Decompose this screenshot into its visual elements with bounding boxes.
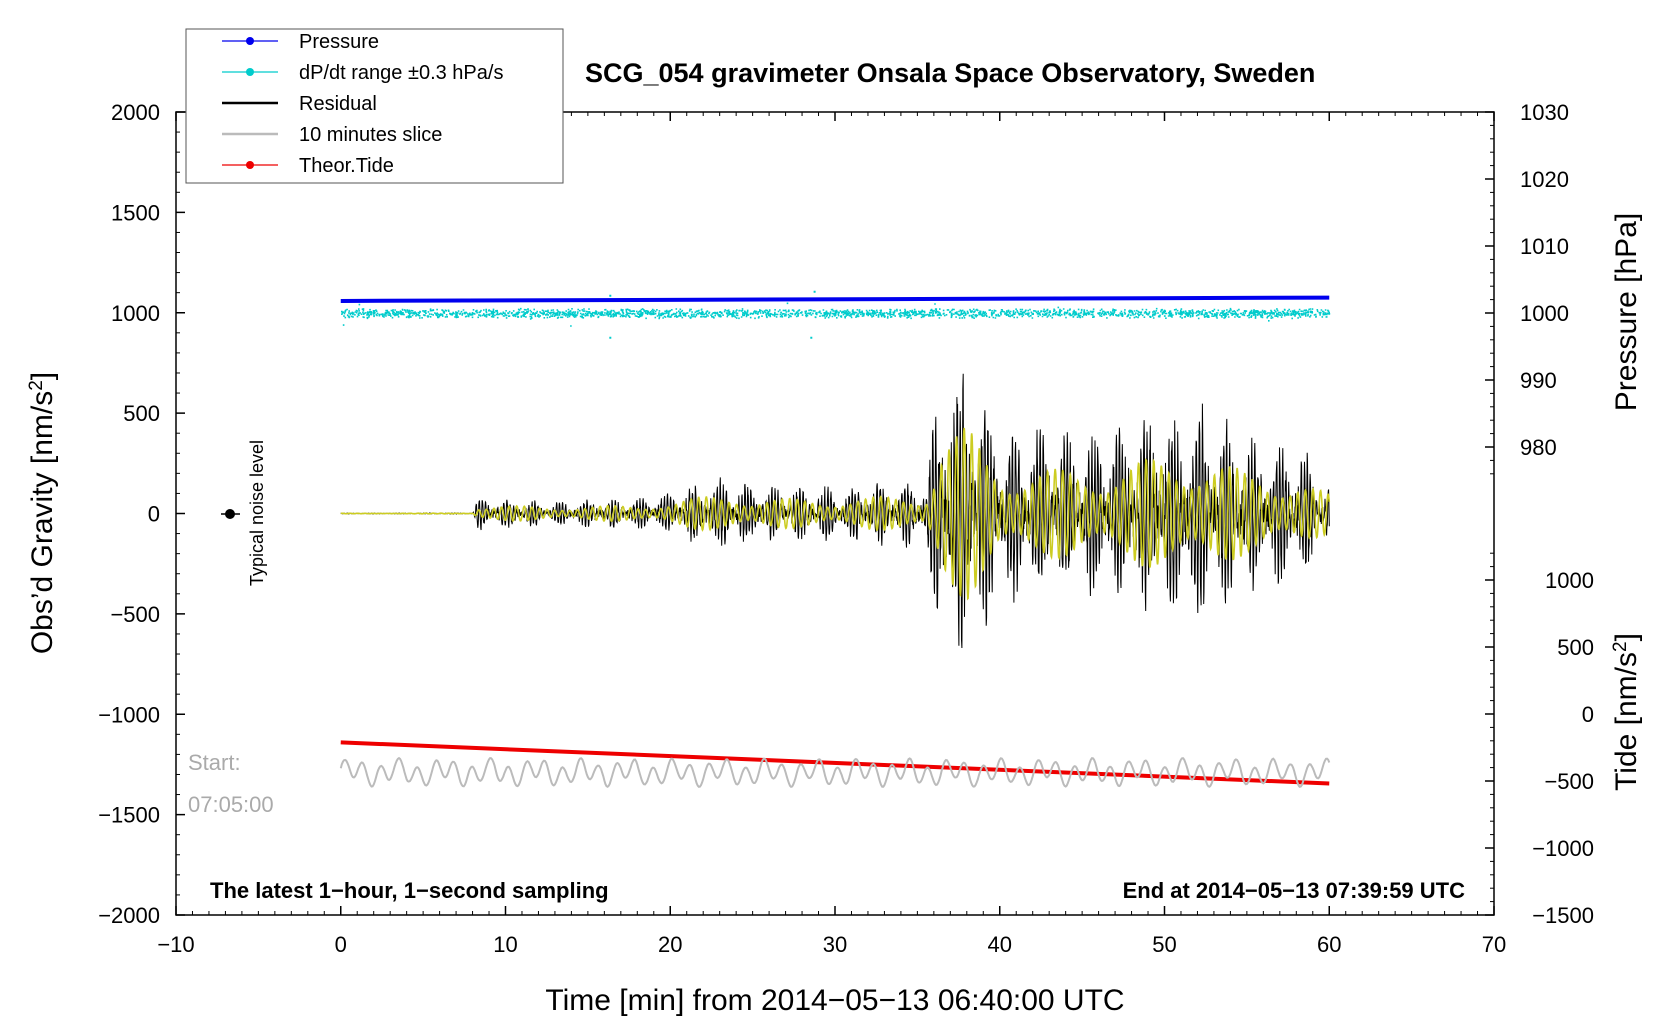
x-tick-label: 0 (335, 932, 347, 957)
residual-layer (340, 373, 1331, 649)
tide-tick-label: 500 (1557, 635, 1594, 660)
legend-label-residual: Residual (299, 93, 377, 115)
noise-level-dot (225, 509, 235, 519)
pressure-series-line (340, 295, 1330, 303)
dpdt-series-points (341, 290, 1331, 339)
x-tick-label: 10 (493, 932, 517, 957)
legend-marker-pressure (246, 37, 254, 45)
legend-label-dpdt: dP/dt range ±0.3 hPa/s (299, 62, 503, 84)
y-tick-label: −1500 (98, 803, 160, 828)
pressure-tick-label: 990 (1520, 368, 1557, 393)
tide-axis-title: Tide [nm/s2] (1610, 633, 1644, 791)
tide-tick-label: −500 (1544, 769, 1594, 794)
y-tick-label: 1500 (111, 200, 160, 225)
y-tick-label: 2000 (111, 100, 160, 125)
x-tick-label: 20 (658, 932, 682, 957)
pressure-tick-label: 1020 (1520, 167, 1569, 192)
legend-entry-residual: Residual (222, 93, 377, 115)
slice-series-line (339, 756, 1331, 789)
chart-title: SCG_054 gravimeter Onsala Space Observat… (585, 58, 1315, 88)
tide-tick-label: 1000 (1545, 568, 1594, 593)
legend-entry-dpdt: dP/dt range ±0.3 hPa/s (222, 62, 503, 84)
tide-axis-ticks: −1500 −1000 −500 0 500 1000 (1485, 552, 1594, 928)
pressure-axis-ticks: 980 990 1000 1010 1020 1030 (1485, 100, 1569, 475)
x-tick-label: 50 (1152, 932, 1176, 957)
y-tick-label: 0 (148, 502, 160, 527)
legend-label-slice: 10 minutes slice (299, 124, 442, 146)
pressure-layer (340, 295, 1330, 303)
y-axis-title: Obs’d Gravity [nm/s2] (26, 372, 60, 654)
x-axis-ticks: −10 0 10 20 30 40 50 60 70 (157, 112, 1506, 957)
pressure-tick-label: 980 (1520, 435, 1557, 460)
y-tick-label: −1000 (98, 702, 160, 727)
start-time: 07:05:00 (188, 792, 274, 817)
pressure-axis-title: Pressure [hPa] (1610, 213, 1643, 411)
end-note: End at 2014−05−13 07:39:59 UTC (1123, 878, 1466, 903)
legend-box (185, 28, 564, 184)
pressure-tick-label: 1010 (1520, 234, 1569, 259)
tide-tick-label: 0 (1582, 702, 1594, 727)
y-tick-label: −500 (110, 602, 160, 627)
y-tick-label: 500 (123, 401, 160, 426)
y-tick-label: 1000 (111, 301, 160, 326)
x-tick-label: 40 (988, 932, 1012, 957)
x-tick-label: 60 (1317, 932, 1341, 957)
legend-entry-pressure: Pressure (222, 31, 379, 53)
residual-filtered-line (340, 427, 1331, 601)
legend-label-pressure: Pressure (299, 31, 379, 53)
y-axis-ticks: −2000 −1500 −1000 −500 0 500 1000 1500 2000 (98, 100, 185, 928)
y-tick-label: −2000 (98, 903, 160, 928)
pressure-tick-label: 1030 (1520, 100, 1569, 125)
legend-label-tide: Theor.Tide (299, 155, 394, 177)
legend-entry-tide: Theor.Tide (222, 155, 394, 177)
start-label: Start: (188, 750, 241, 775)
x-tick-label: 30 (823, 932, 847, 957)
tide-tick-label: −1000 (1532, 836, 1594, 861)
dpdt-layer (341, 290, 1331, 339)
x-tick-label: −10 (157, 932, 194, 957)
sampling-note: The latest 1−hour, 1−second sampling (210, 878, 609, 903)
x-axis-title: Time [min] from 2014−05−13 06:40:00 UTC (545, 984, 1124, 1017)
slice-layer (339, 756, 1331, 789)
pressure-tick-label: 1000 (1520, 301, 1569, 326)
legend-entry-slice: 10 minutes slice (222, 124, 442, 146)
tide-tick-label: −1500 (1532, 903, 1594, 928)
legend-marker-tide (246, 161, 254, 169)
x-tick-label: 70 (1482, 932, 1506, 957)
noise-level-label: Typical noise level (247, 440, 267, 586)
tide-series-line (340, 740, 1330, 786)
tide-layer (340, 740, 1330, 786)
legend-marker-dpdt (246, 68, 254, 76)
legend: Pressure dP/dt range ±0.3 hPa/s Residual… (185, 28, 564, 184)
